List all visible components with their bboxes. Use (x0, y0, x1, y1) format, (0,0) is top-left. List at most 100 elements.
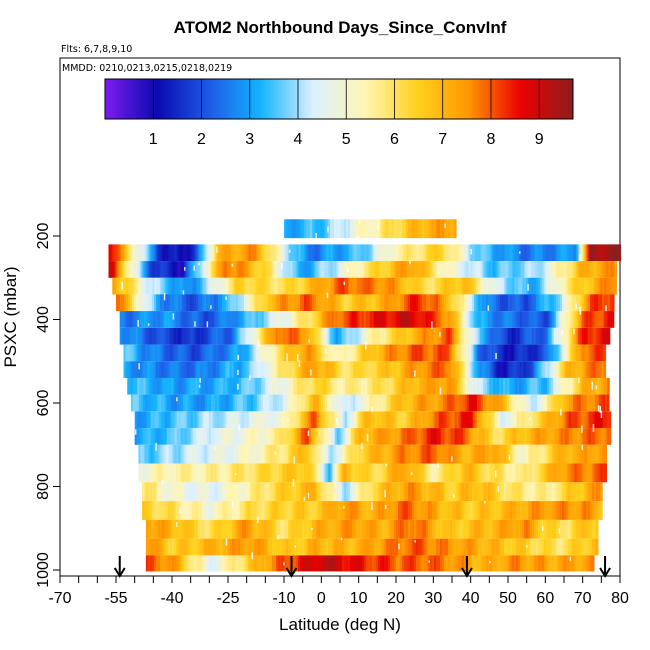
heatmap-cell (384, 394, 388, 412)
heatmap-cell (188, 294, 191, 312)
heatmap-cell (163, 311, 167, 328)
heatmap-cell (301, 519, 305, 539)
heatmap-cell (283, 555, 287, 572)
heatmap-cell (152, 501, 155, 520)
heatmap-cell (430, 411, 434, 429)
heatmap-cell (535, 377, 538, 395)
heatmap-cell (486, 428, 490, 445)
heatmap-cell (156, 294, 159, 312)
heatmap-cell (400, 219, 403, 239)
heatmap-cell (484, 463, 487, 483)
heatmap-speckle-mark (508, 454, 511, 460)
heatmap-cell (572, 244, 576, 262)
heatmap-cell (235, 555, 239, 572)
heatmap-cell (471, 361, 475, 378)
heatmap-cell (360, 428, 364, 445)
heatmap-cell (260, 244, 264, 262)
heatmap-cell (298, 444, 301, 464)
heatmap-cell (479, 555, 483, 572)
heatmap-cell (380, 277, 383, 295)
heatmap-cell (583, 519, 587, 539)
heatmap-cell (394, 482, 397, 502)
heatmap-cell (442, 294, 445, 312)
heatmap-cell (380, 482, 383, 502)
heatmap-cell (543, 377, 546, 395)
heatmap-cell (319, 344, 323, 362)
heatmap-cell (575, 519, 579, 539)
heatmap-cell (533, 377, 536, 395)
heatmap-cell (259, 311, 263, 328)
heatmap-cell (366, 463, 369, 483)
heatmap-cell (362, 444, 365, 464)
heatmap-cell (474, 428, 478, 445)
heatmap-cell (202, 501, 205, 520)
heatmap-cell (222, 294, 225, 312)
heatmap-cell (434, 411, 438, 429)
heatmap-cell (287, 361, 291, 378)
heatmap-cell (333, 377, 336, 395)
heatmap-cell (200, 444, 203, 464)
heatmap-cell (608, 294, 611, 312)
heatmap-cell (211, 377, 214, 395)
heatmap-cell (418, 501, 421, 520)
heatmap-cell (538, 261, 542, 278)
heatmap-cell (528, 294, 531, 312)
heatmap-cell (152, 277, 155, 295)
heatmap-cell (420, 501, 423, 520)
heatmap-cell (346, 394, 350, 412)
heatmap-cell (164, 411, 168, 429)
heatmap-cell (220, 501, 223, 520)
heatmap-cell (464, 428, 468, 445)
heatmap-cell (534, 444, 537, 464)
heatmap-cell (252, 428, 256, 445)
heatmap-cell (331, 377, 334, 395)
heatmap-cell (595, 327, 599, 345)
heatmap-cell (124, 277, 127, 295)
heatmap-cell (378, 482, 381, 502)
heatmap-cell (172, 482, 175, 502)
heatmap-speckle-mark (340, 537, 343, 541)
heatmap-cell (309, 344, 313, 362)
heatmap-cell (490, 261, 494, 278)
heatmap-cell (408, 219, 411, 239)
heatmap-cell (310, 444, 313, 464)
heatmap-cell (222, 394, 226, 412)
heatmap-cell (530, 277, 533, 295)
heatmap-cell (208, 463, 211, 483)
heatmap-cell (194, 501, 197, 520)
heatmap-cell (580, 244, 584, 262)
heatmap-cell (304, 501, 307, 520)
heatmap-cell (325, 555, 329, 572)
heatmap-cell (452, 463, 455, 483)
heatmap-cell (220, 394, 224, 412)
heatmap-cell (455, 555, 459, 572)
heatmap-cell (575, 377, 578, 395)
heatmap-cell (290, 482, 293, 502)
heatmap-cell (195, 344, 199, 362)
heatmap-cell (528, 482, 531, 502)
heatmap-cell (539, 361, 543, 378)
heatmap-cell (422, 411, 426, 429)
heatmap-cell (185, 519, 189, 539)
heatmap-cell (260, 501, 263, 520)
heatmap-cell (222, 428, 226, 445)
heatmap-cell (543, 311, 547, 328)
heatmap-cell (416, 277, 419, 295)
heatmap-cell (546, 244, 550, 262)
heatmap-cell (534, 482, 537, 502)
heatmap-cell (438, 463, 441, 483)
heatmap-cell (243, 361, 247, 378)
heatmap-cell (597, 377, 600, 395)
heatmap-cell (344, 463, 347, 483)
heatmap-cell (510, 444, 513, 464)
heatmap-cell (286, 277, 289, 295)
heatmap-cell (494, 294, 497, 312)
heatmap-cell (478, 501, 481, 520)
heatmap-cell (159, 327, 163, 345)
heatmap-cell (532, 482, 535, 502)
heatmap-cell (560, 463, 563, 483)
heatmap-cell (362, 428, 366, 445)
heatmap-cell (555, 538, 559, 556)
heatmap-cell (447, 377, 450, 395)
heatmap-cell (258, 411, 262, 429)
